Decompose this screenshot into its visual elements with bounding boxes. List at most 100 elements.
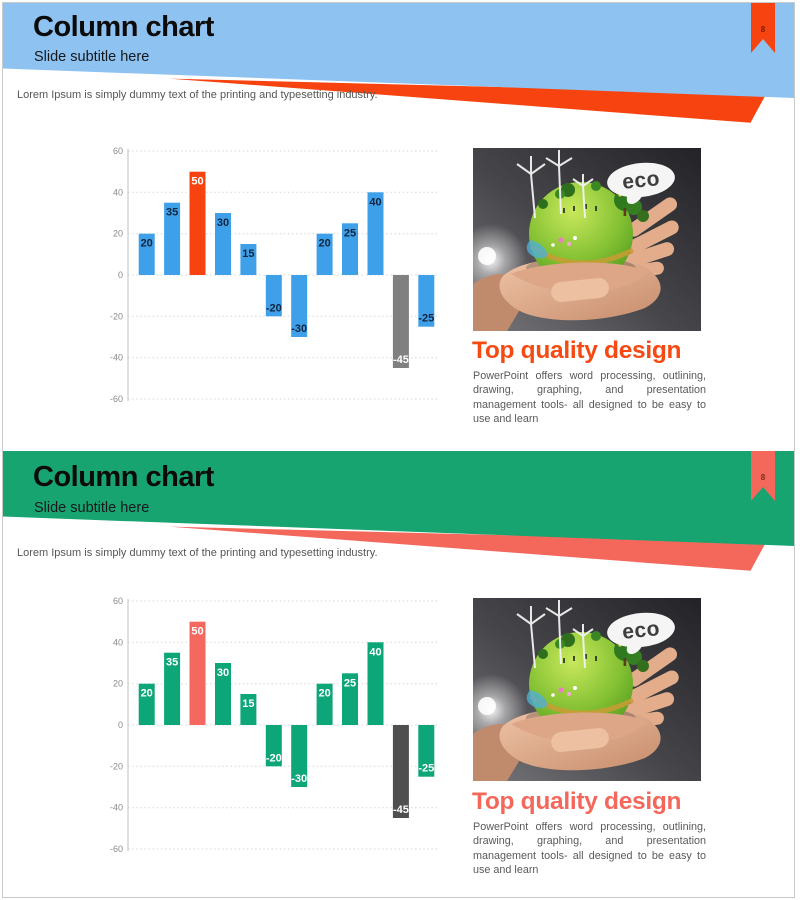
bar [418, 725, 435, 777]
wind-turbines [516, 600, 594, 669]
bar [342, 223, 358, 275]
page-number: 8 [760, 25, 766, 34]
bar [138, 683, 155, 725]
page-number-ribbon: 8 [751, 3, 775, 53]
bar [240, 244, 257, 275]
bar-label: 50 [191, 626, 203, 638]
header-band: Column chart Slide subtitle here [3, 451, 794, 546]
feature-heading: Top quality design [472, 788, 682, 815]
slide-1: Column chart Slide subtitle here 8 Lorem… [3, 3, 794, 451]
y-tick-label: 20 [113, 679, 123, 689]
feature-heading: Top quality design [472, 337, 682, 364]
eco-image-svg: eco [455, 598, 701, 781]
thumb [551, 728, 609, 752]
y-tick-label: 40 [113, 637, 123, 647]
bar [367, 192, 384, 275]
y-tick-label: 20 [113, 229, 123, 239]
slide-title: Column chart [33, 461, 214, 493]
bar [265, 275, 282, 317]
eco-bubble-label: eco [621, 167, 661, 194]
header-band: Column chart Slide subtitle here [3, 3, 794, 98]
eco-image: eco [455, 598, 701, 781]
thumb [551, 278, 609, 302]
wind-turbines [516, 150, 594, 219]
flowers [551, 236, 577, 247]
column-chart: 60 40 20 0 -20 -40 -60 20 35 50 30 15 -20 -30 20 25 40 -4… [91, 594, 447, 856]
light-flare-core [478, 697, 496, 715]
slide-subtitle: Slide subtitle here [34, 49, 150, 65]
palm-front-edge [511, 262, 647, 293]
bar [138, 233, 155, 275]
y-tick-label: -60 [110, 394, 123, 404]
people-silhouettes [563, 204, 597, 213]
bar-label: 20 [141, 688, 153, 700]
y-tick-label: 0 [118, 270, 123, 280]
bar [215, 663, 231, 725]
page-number: 8 [760, 473, 766, 482]
bar-label: -45 [393, 354, 409, 366]
bar-label: 25 [344, 677, 356, 689]
bar [164, 202, 181, 275]
eco-speech-bubble: eco [607, 612, 675, 655]
slide-title: Column chart [33, 11, 214, 43]
people-silhouettes [563, 654, 597, 663]
bar-label: -30 [291, 773, 307, 785]
bar [291, 275, 308, 337]
bar-label: 35 [166, 207, 178, 219]
column-chart-svg: 60 40 20 0 -20 -40 -60 20 35 50 30 15 -20 -30 20 25 40 -4… [110, 146, 439, 404]
bar [189, 621, 206, 725]
y-tick-label: -40 [110, 353, 123, 363]
intro-text: Lorem Ipsum is simply dummy text of the … [17, 547, 378, 559]
globe-water [526, 240, 548, 259]
feature-body: PowerPoint offers word processing, outli… [473, 370, 706, 426]
bar-label: 20 [141, 238, 153, 250]
bar-label: -30 [291, 323, 307, 335]
intro-text: Lorem Ipsum is simply dummy text of the … [17, 89, 378, 101]
bar-label: 50 [191, 176, 203, 188]
y-tick-label: 0 [118, 720, 123, 730]
y-tick-label: 60 [113, 596, 123, 606]
bar [316, 233, 333, 275]
bar-label: 30 [217, 217, 229, 229]
light-flare-core [478, 247, 496, 265]
eco-image: eco [455, 148, 701, 331]
bar [418, 275, 435, 327]
bar [215, 213, 231, 275]
bar-label: 30 [217, 667, 229, 679]
bar-label: -20 [266, 752, 282, 764]
eco-bubble-label: eco [621, 617, 661, 644]
column-chart-svg: 60 40 20 0 -20 -40 -60 20 35 50 30 15 -20 -30 20 25 40 -4… [110, 596, 439, 854]
bar-label: 20 [318, 238, 330, 250]
flowers [551, 686, 577, 697]
bar-label: 20 [318, 688, 330, 700]
bar [316, 683, 333, 725]
bar-label: -25 [418, 313, 434, 325]
bar-label: 35 [166, 657, 178, 669]
slide-subtitle: Slide subtitle here [34, 500, 150, 516]
y-tick-label: -20 [110, 761, 123, 771]
bar [367, 642, 384, 725]
bar-label: -20 [266, 302, 282, 314]
eco-speech-bubble: eco [607, 162, 675, 205]
y-tick-label: 60 [113, 146, 123, 156]
bar-label: -45 [393, 804, 409, 816]
bar [291, 725, 308, 787]
y-tick-label: -20 [110, 311, 123, 321]
y-tick-label: -60 [110, 844, 123, 854]
bar-label: -25 [418, 763, 434, 775]
y-tick-label: 40 [113, 187, 123, 197]
bar [342, 673, 358, 725]
eco-image-svg: eco [455, 148, 701, 331]
bar [392, 725, 409, 818]
y-tick-label: -40 [110, 803, 123, 813]
slide-2: Column chart Slide subtitle here 8 Lorem… [3, 451, 794, 899]
bar [265, 725, 282, 767]
bar [392, 275, 409, 368]
column-chart: 60 40 20 0 -20 -40 -60 20 35 50 30 15 -20 -30 20 25 40 -4… [91, 144, 447, 406]
palm-front-edge [511, 712, 647, 743]
bar-label: 40 [369, 646, 381, 658]
globe-water [526, 690, 548, 709]
bar [164, 652, 181, 725]
bar-label: 15 [242, 698, 254, 710]
feature-body: PowerPoint offers word processing, outli… [473, 821, 706, 877]
